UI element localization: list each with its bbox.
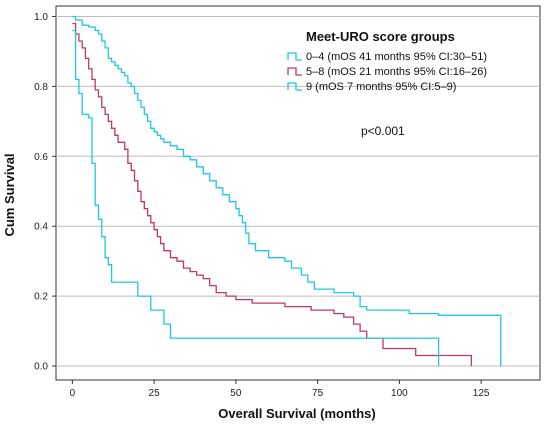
legend-label: 5–8 (mOS 21 months 95% CI:16–26) [306,66,487,78]
y-tick-label: 0.6 [34,152,48,163]
x-tick-label: 75 [312,388,324,399]
x-tick-label: 125 [473,388,490,399]
legend-title: Meet-URO score groups [306,29,455,44]
y-tick-label: 0.4 [34,222,48,233]
y-tick-label: 1.0 [34,12,48,23]
series-layer [72,15,502,366]
legend-swatch [287,52,302,61]
survival-curve-2 [72,22,472,366]
x-tick-label: 25 [149,388,161,399]
y-tick-label: 0.8 [34,82,48,93]
survival-curve-1 [72,15,502,366]
x-tick-label: 50 [230,388,242,399]
legend-swatch [287,67,302,76]
tick-labels: 0.0 0.2 0.4 0.6 0.8 1.0 0 25 50 75 100 125 [34,12,490,399]
y-axis-title: Cum Survival [2,153,17,236]
gridlines [56,15,540,367]
p-value-annotation: p<0.001 [361,124,405,138]
legend-label: 9 (mOS 7 months 95% CI:5–9) [306,81,456,93]
legend-label: 0–4 (mOS 41 months 95% CI:30–51) [306,51,487,63]
legend-items: 0–4 (mOS 41 months 95% CI:30–51) 5–8 (mOS… [287,51,487,93]
x-tick-label: 100 [391,388,408,399]
legend-swatch [287,82,302,91]
survival-curve-3 [72,29,440,366]
y-tick-label: 0.2 [34,292,48,303]
x-axis-title: Overall Survival (months) [218,406,376,421]
legend: Meet-URO score groups 0–4 (mOS 41 months… [287,29,487,93]
x-tick-label: 0 [70,388,76,399]
plot-background [55,5,541,381]
y-tick-label: 0.0 [34,362,48,373]
